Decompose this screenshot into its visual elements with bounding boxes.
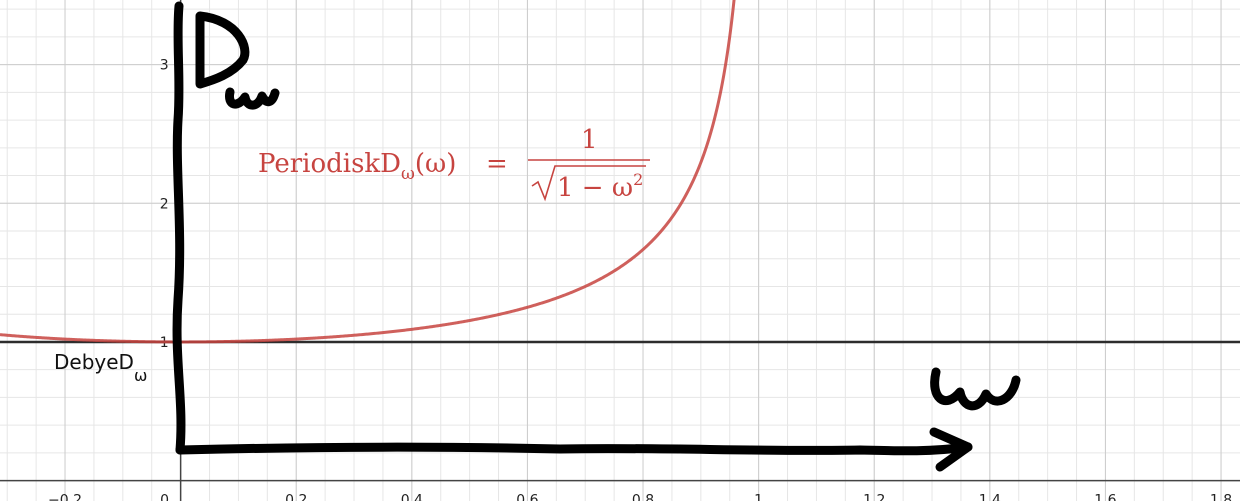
x-tick-label: 1.6 (1094, 493, 1116, 501)
debye-annotation: DebyeDω (54, 350, 147, 385)
y-tick-labels: 123 (160, 58, 169, 351)
equation-argument: (ω) (415, 149, 457, 179)
y-tick-label: 2 (160, 196, 169, 212)
x-tick-labels: −0.2 0 0.2 0.4 0.6 0.8 1 1.2 1.4 1.6 1.8 (48, 493, 1232, 501)
x-tick-label: 0.4 (401, 493, 423, 501)
x-tick-label: −0.2 (48, 493, 82, 501)
x-tick-label: 0.6 (516, 493, 538, 501)
x-tick-label: 1.4 (979, 493, 1001, 501)
equation-denominator: 1 − ω (557, 173, 633, 203)
debye-label: DebyeD (54, 350, 134, 374)
hand-drawn-x-arrowhead (929, 427, 973, 472)
equation-exponent: 2 (633, 170, 643, 189)
x-tick-label: 0.2 (285, 493, 307, 501)
hand-drawn-label-D (195, 11, 250, 89)
sqrt-sign (531, 165, 646, 202)
hand-drawn-label-omega-sub (225, 87, 280, 110)
x-tick-label: 0 (160, 493, 169, 501)
svg-text:1 − ω2: 1 − ω2 (557, 170, 643, 203)
x-tick-label: 1.2 (863, 493, 885, 501)
equation-annotation: PeriodiskDω(ω) = 1 1 − ω2 (258, 125, 650, 203)
hand-drawn-label-omega-x (930, 367, 1021, 411)
equation-numerator: 1 (581, 125, 598, 155)
series-lines (0, 0, 1240, 344)
hand-drawn-x-axis (175, 442, 973, 456)
debye-subscript: ω (134, 366, 147, 385)
equation-name: PeriodiskD (258, 149, 401, 179)
equation-equals: = (486, 149, 508, 179)
svg-text:PeriodiskDω(ω): PeriodiskDω(ω) (258, 149, 456, 184)
hand-drawn-y-axis (172, 1, 186, 455)
x-tick-label: 1 (754, 493, 763, 501)
svg-text:DebyeDω: DebyeDω (54, 350, 147, 385)
handwritten-annotations (172, 1, 1021, 472)
equation-subscript: ω (401, 164, 415, 184)
x-tick-label: 0.8 (632, 493, 654, 501)
y-tick-label: 3 (160, 58, 169, 74)
series-line-periodisk (0, 0, 736, 344)
x-tick-label: 1.8 (1210, 493, 1232, 501)
